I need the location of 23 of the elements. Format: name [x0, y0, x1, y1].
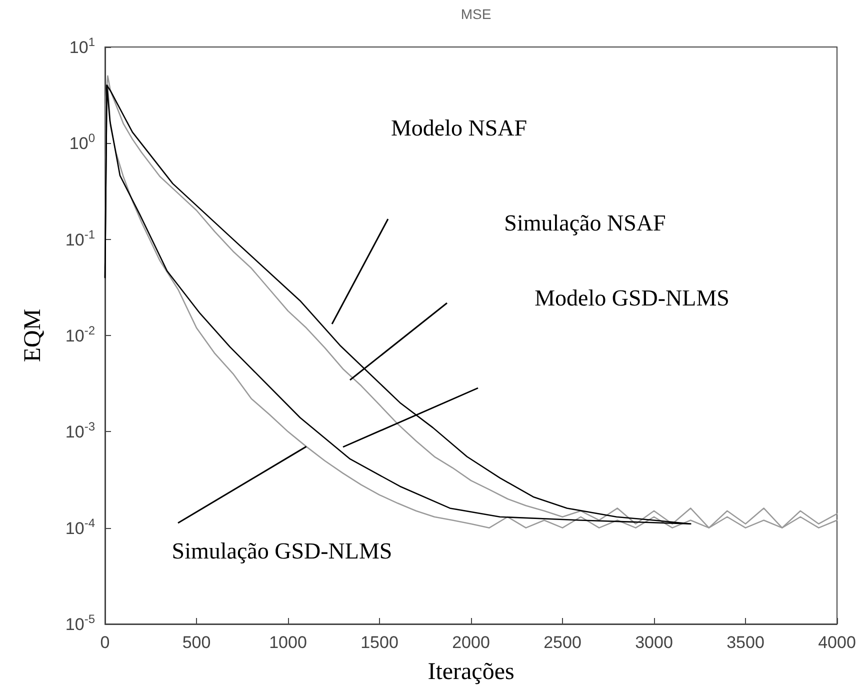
x-tick-label: 0	[100, 633, 110, 652]
chart-title: MSE	[460, 6, 492, 22]
annotation: Modelo NSAF	[390, 115, 528, 140]
y-tick-label: 10$^{-3}$	[65, 420, 96, 442]
x-tick-label: 3500	[726, 633, 764, 652]
y-tick-label: 10$^{-4}$	[65, 516, 96, 538]
annotation: Simulação NSAF	[504, 210, 666, 236]
y-axis-title: EQM	[20, 308, 46, 362]
y-tick-label: 10$^{1}$	[69, 35, 96, 57]
x-tick-label: 1500	[360, 633, 398, 652]
x-tick-label: 3000	[635, 633, 673, 652]
x-tick-label: 4000	[818, 633, 856, 652]
y-tick-label: 10$^{-2}$	[65, 324, 96, 346]
x-tick-label: 2500	[544, 633, 582, 652]
annotation: Modelo GSD-NLMS	[534, 285, 730, 310]
x-tick-label: 2000	[452, 633, 490, 652]
x-axis-title: Iterações	[428, 659, 514, 685]
y-tick-label: 10$^{0}$	[69, 131, 96, 154]
y-tick-label: 10$^{-5}$	[65, 612, 96, 634]
x-tick-label: 500	[182, 633, 211, 652]
annotation: Simulação GSD-NLMS	[172, 538, 392, 564]
x-tick-label: 1000	[269, 633, 307, 652]
y-tick-label: 10$^{-1}$	[65, 227, 96, 250]
